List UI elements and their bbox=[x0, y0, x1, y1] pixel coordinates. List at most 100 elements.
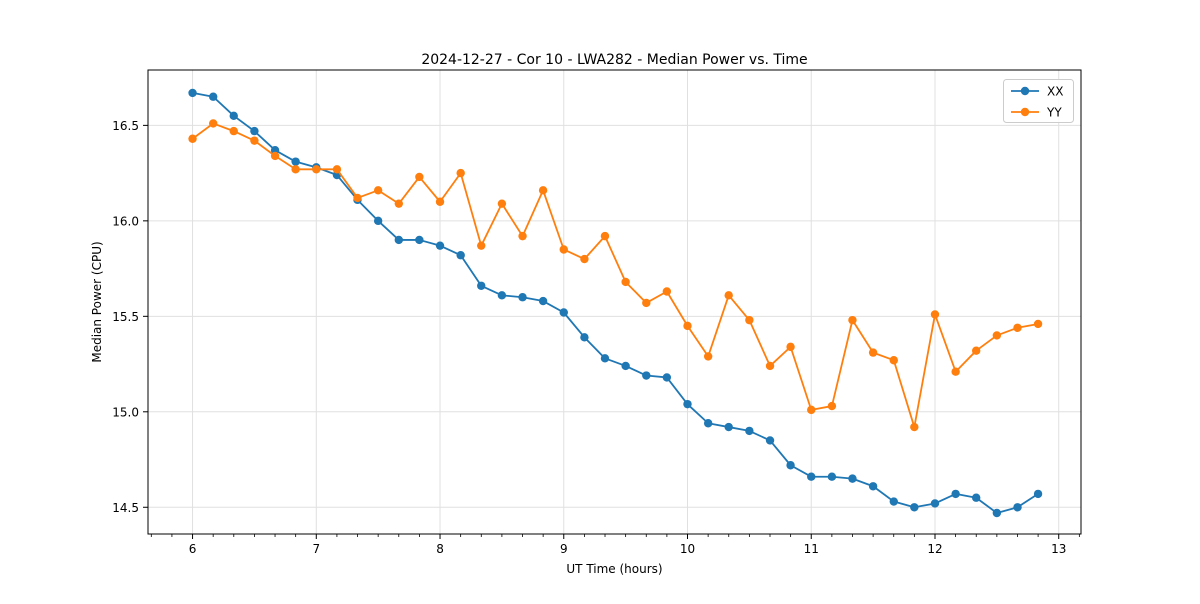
data-point-yy bbox=[930, 310, 940, 319]
data-point-yy bbox=[971, 346, 981, 355]
data-point-xx bbox=[951, 489, 960, 499]
data-point-xx bbox=[765, 436, 775, 445]
legend-marker-xx bbox=[1020, 86, 1030, 96]
data-point-yy bbox=[538, 186, 548, 195]
data-point-xx bbox=[992, 508, 1002, 518]
data-point-xx bbox=[209, 92, 218, 101]
x-tick-label: 6 bbox=[189, 542, 197, 556]
y-tick-label: 15.5 bbox=[112, 310, 139, 324]
data-point-yy bbox=[353, 193, 362, 203]
data-point-xx bbox=[827, 472, 837, 481]
data-point-xx bbox=[848, 474, 857, 483]
data-point-xx bbox=[538, 296, 548, 306]
data-point-yy bbox=[250, 136, 259, 145]
data-point-xx bbox=[229, 111, 238, 121]
legend-marker-yy bbox=[1020, 107, 1030, 117]
data-point-yy bbox=[394, 199, 404, 208]
data-point-xx bbox=[930, 499, 940, 508]
data-point-xx bbox=[559, 308, 568, 317]
y-tick-label: 16.5 bbox=[112, 119, 139, 133]
data-point-yy bbox=[662, 287, 672, 296]
data-point-xx bbox=[910, 503, 919, 512]
data-point-yy bbox=[848, 315, 857, 325]
grid bbox=[148, 70, 1081, 534]
data-point-yy bbox=[415, 172, 424, 182]
data-point-xx bbox=[868, 482, 878, 491]
data-point-xx bbox=[642, 371, 651, 380]
data-point-xx bbox=[188, 88, 197, 98]
x-tick-label: 12 bbox=[927, 542, 942, 556]
y-tick-label: 15.0 bbox=[112, 405, 139, 419]
data-point-xx bbox=[703, 419, 713, 428]
data-point-yy bbox=[580, 254, 589, 264]
legend-label-xx: XX bbox=[1047, 85, 1063, 99]
plot-border bbox=[147, 69, 1082, 535]
data-point-yy bbox=[332, 165, 342, 174]
data-point-yy bbox=[209, 119, 218, 128]
data-point-xx bbox=[807, 472, 816, 481]
data-point-xx bbox=[600, 354, 610, 363]
chart-title: 2024-12-27 - Cor 10 - LWA282 - Median Po… bbox=[421, 52, 807, 68]
x-tick-label: 9 bbox=[560, 542, 568, 556]
data-point-yy bbox=[600, 231, 610, 241]
x-tick-label: 13 bbox=[1051, 542, 1066, 556]
data-point-yy bbox=[765, 361, 775, 371]
data-point-yy bbox=[745, 315, 754, 325]
data-point-yy bbox=[312, 165, 321, 174]
data-point-xx bbox=[889, 497, 898, 506]
data-point-yy bbox=[1013, 323, 1022, 332]
data-point-xx bbox=[724, 422, 733, 432]
y-tick-label: 16.0 bbox=[112, 214, 139, 228]
data-point-yy bbox=[518, 231, 527, 241]
data-point-xx bbox=[497, 291, 507, 300]
data-point-xx bbox=[291, 157, 300, 166]
data-point-xx bbox=[250, 126, 259, 136]
data-point-yy bbox=[621, 277, 630, 287]
data-point-yy bbox=[786, 342, 795, 352]
data-point-yy bbox=[229, 126, 238, 136]
x-tick-label: 8 bbox=[436, 542, 444, 556]
data-point-yy bbox=[807, 405, 816, 415]
data-point-yy bbox=[889, 356, 898, 365]
data-point-yy bbox=[827, 401, 837, 411]
data-point-yy bbox=[188, 134, 197, 143]
data-point-yy bbox=[291, 165, 300, 174]
data-point-xx bbox=[662, 373, 672, 382]
data-point-xx bbox=[745, 426, 754, 436]
data-point-yy bbox=[559, 245, 568, 254]
data-point-xx bbox=[580, 333, 589, 342]
legend-label-yy: YY bbox=[1046, 106, 1062, 120]
data-point-xx bbox=[683, 399, 692, 409]
data-point-yy bbox=[910, 422, 919, 432]
plot-series bbox=[188, 88, 1043, 518]
data-point-xx bbox=[394, 235, 404, 245]
data-point-yy bbox=[642, 298, 651, 308]
x-tick-label: 11 bbox=[804, 542, 819, 556]
data-point-yy bbox=[497, 199, 507, 208]
data-point-yy bbox=[992, 331, 1002, 340]
x-axis-label: UT Time (hours) bbox=[566, 562, 662, 576]
y-tick-label: 14.5 bbox=[112, 501, 139, 515]
data-point-xx bbox=[971, 493, 981, 502]
data-point-xx bbox=[435, 241, 445, 250]
data-point-xx bbox=[415, 235, 424, 245]
data-point-xx bbox=[518, 293, 527, 302]
y-axis-label: Median Power (CPU) bbox=[90, 241, 104, 362]
data-point-yy bbox=[477, 241, 486, 250]
data-point-yy bbox=[868, 348, 878, 357]
data-point-xx bbox=[1033, 489, 1043, 499]
data-point-yy bbox=[373, 186, 383, 195]
data-point-yy bbox=[456, 168, 465, 178]
data-point-yy bbox=[683, 321, 692, 331]
data-point-yy bbox=[435, 197, 445, 206]
data-point-yy bbox=[270, 151, 280, 161]
data-point-xx bbox=[1013, 503, 1022, 512]
legend-entry-yy: YY bbox=[1011, 106, 1062, 120]
data-point-yy bbox=[1033, 319, 1043, 329]
data-point-yy bbox=[724, 291, 733, 300]
data-point-yy bbox=[951, 367, 960, 376]
x-tick-label: 10 bbox=[680, 542, 695, 556]
